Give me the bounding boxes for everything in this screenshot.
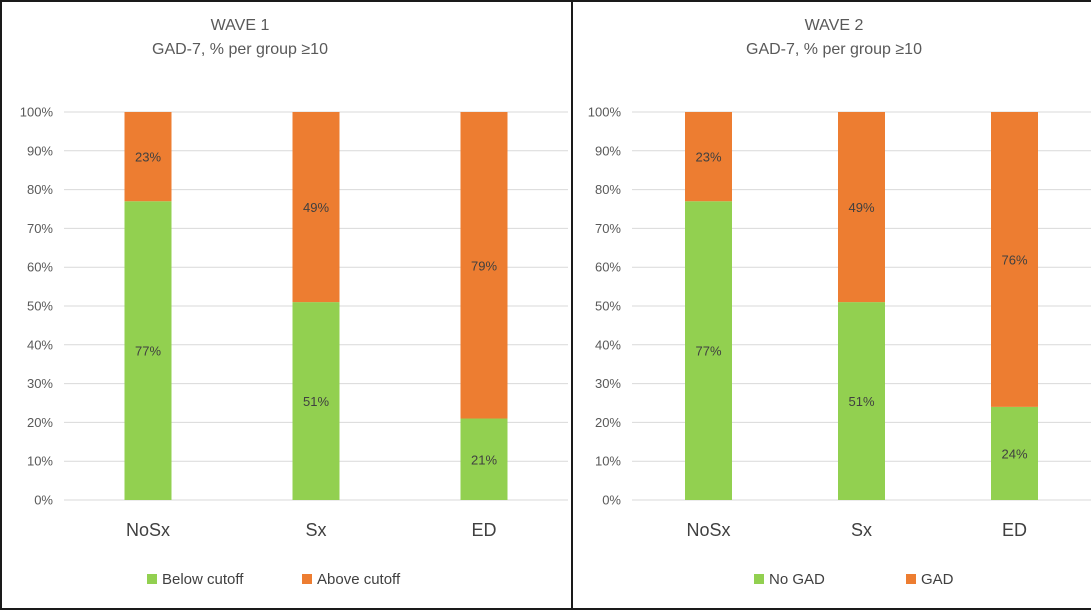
bar-data-label: 21% xyxy=(471,452,497,467)
bar-segment-upper xyxy=(124,112,172,202)
y-tick-label: 30% xyxy=(27,376,53,391)
y-tick-label: 90% xyxy=(595,143,621,158)
y-tick-label: 80% xyxy=(27,182,53,197)
bar-segment-lower xyxy=(685,201,732,501)
bar-data-label: 49% xyxy=(303,200,329,215)
chart-subtitle: GAD-7, % per group ≥10 xyxy=(152,41,328,58)
chart-wave-1-canvas: WAVE 1 GAD-7, % per group ≥10 0% 10% 20% 30% 4… xyxy=(20,17,568,588)
bar-segment-lower xyxy=(124,201,172,501)
bar-data-label: 79% xyxy=(471,258,497,273)
bar-segment-upper xyxy=(685,112,732,202)
y-tick-label: 60% xyxy=(595,260,621,275)
y-tick-label: 70% xyxy=(27,221,53,236)
x-category-label: NoSx xyxy=(126,520,170,540)
y-tick-label: 0% xyxy=(34,493,53,508)
bar-data-label: 77% xyxy=(135,344,161,359)
bar-segment-lower xyxy=(292,302,340,500)
legend-label: No GAD xyxy=(769,571,825,588)
x-category-label: Sx xyxy=(851,520,872,540)
y-tick-label: 30% xyxy=(595,376,621,391)
bar-segment-upper xyxy=(292,112,340,303)
x-category-label: ED xyxy=(471,520,496,540)
bar-data-label: 23% xyxy=(135,150,161,165)
y-tick-label: 100% xyxy=(588,105,622,120)
bar-segment-upper xyxy=(460,112,508,419)
legend-label: Above cutoff xyxy=(317,571,401,588)
chart-wave-2-canvas: WAVE 2 GAD-7, % per group ≥10 0% 10% 20% 30% 4… xyxy=(588,17,1091,588)
bar-segment-upper xyxy=(991,112,1038,407)
bar-data-label: 76% xyxy=(1001,252,1027,267)
chart-wave-1: WAVE 1 GAD-7, % per group ≥10 0% 10% 20% 30% 4… xyxy=(19,17,568,588)
x-category-label: Sx xyxy=(305,520,326,540)
bar-data-label: 51% xyxy=(303,394,329,409)
x-category-label: ED xyxy=(1002,520,1027,540)
bar-data-label: 49% xyxy=(848,200,874,215)
legend-swatch xyxy=(906,574,916,584)
legend-swatch xyxy=(754,574,764,584)
y-tick-label: 0% xyxy=(602,493,621,508)
y-tick-label: 20% xyxy=(595,415,621,430)
legend-label: Below cutoff xyxy=(162,571,244,588)
chart-wave-2: WAVE 2 GAD-7, % per group ≥10 0% 10% 20% 30% 4… xyxy=(572,0,1091,610)
chart-subtitle: GAD-7, % per group ≥10 xyxy=(746,41,922,58)
y-tick-label: 60% xyxy=(27,260,53,275)
y-tick-label: 90% xyxy=(27,143,53,158)
legend-swatch xyxy=(147,574,157,584)
y-tick-label: 20% xyxy=(27,415,53,430)
y-tick-label: 10% xyxy=(27,454,53,469)
y-tick-label: 40% xyxy=(595,337,621,352)
bar-data-label: 51% xyxy=(848,394,874,409)
bar-data-label: 77% xyxy=(695,344,721,359)
y-tick-label: 50% xyxy=(595,299,621,314)
bar-segment-lower xyxy=(838,302,885,500)
y-tick-label: 40% xyxy=(27,337,53,352)
x-category-label: NoSx xyxy=(686,520,730,540)
bar-segment-upper xyxy=(838,112,885,303)
bar-segment-lower xyxy=(460,418,508,500)
y-tick-label: 80% xyxy=(595,182,621,197)
legend-label: GAD xyxy=(921,571,954,588)
bar-segment-lower xyxy=(991,406,1038,500)
chart-title: WAVE 2 xyxy=(805,17,864,34)
legend-swatch xyxy=(302,574,312,584)
y-tick-label: 50% xyxy=(27,299,53,314)
y-tick-label: 100% xyxy=(20,105,54,120)
bar-data-label: 23% xyxy=(695,150,721,165)
bar-data-label: 24% xyxy=(1001,446,1027,461)
y-tick-label: 70% xyxy=(595,221,621,236)
y-tick-label: 10% xyxy=(595,454,621,469)
chart-title: WAVE 1 xyxy=(211,17,270,34)
